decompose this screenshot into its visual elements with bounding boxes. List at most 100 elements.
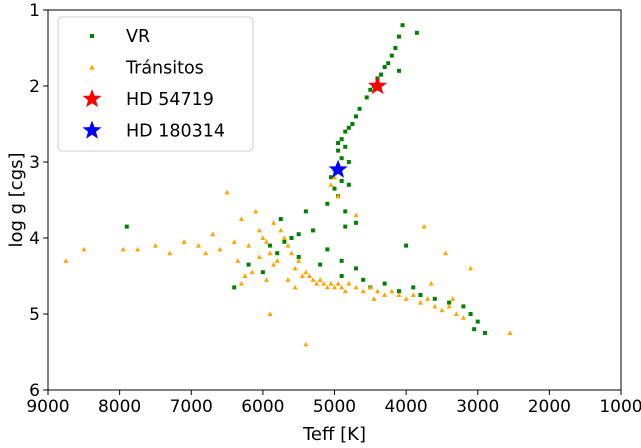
vr-point: [282, 239, 287, 244]
vr-point: [379, 72, 384, 77]
vr-point: [396, 289, 401, 294]
vr-point: [357, 106, 362, 111]
tr-nsitos-point: [450, 296, 456, 301]
vr-point: [353, 266, 358, 271]
vr-point: [364, 95, 369, 100]
tr-nsitos-point: [203, 250, 209, 256]
vr-point: [325, 247, 330, 252]
tr-nsitos-point: [235, 258, 241, 263]
vr-point: [346, 125, 351, 130]
legend-marker: [90, 34, 94, 38]
vr-point: [361, 277, 366, 282]
vr-point: [328, 175, 333, 180]
tr-nsitos-point: [332, 284, 337, 290]
x-tick-label: 4000: [384, 397, 427, 417]
vr-point: [232, 285, 237, 290]
tr-nsitos-point: [181, 239, 187, 244]
tr-nsitos-point: [396, 292, 402, 298]
tr-nsitos-point: [360, 288, 366, 294]
vr-point: [339, 258, 344, 263]
tr-nsitos-point: [267, 311, 273, 317]
tr-nsitos-point: [446, 303, 452, 309]
tr-nsitos-point: [238, 216, 244, 222]
tr-nsitos-point: [152, 242, 158, 248]
vr-point: [332, 186, 337, 191]
hd-54719-point: [368, 76, 387, 95]
tr-nsitos-point: [332, 174, 337, 180]
vr-point: [296, 232, 301, 237]
vr-point: [353, 114, 358, 119]
tr-nsitos-point: [195, 242, 201, 248]
vr-point: [268, 243, 273, 248]
tr-nsitos-point: [167, 250, 173, 256]
vr-point: [418, 293, 423, 297]
tr-nsitos-point: [256, 227, 262, 233]
vr-point: [400, 23, 405, 28]
tr-nsitos-point: [421, 223, 427, 229]
x-tick-label: 2000: [528, 397, 571, 417]
vr-point: [336, 148, 341, 153]
tr-nsitos-point: [285, 242, 291, 248]
tr-nsitos-point: [439, 307, 445, 313]
tr-nsitos-point: [231, 239, 237, 244]
tr-nsitos-point: [271, 220, 277, 225]
legend-marker: [89, 64, 95, 70]
tr-nsitos-point: [217, 246, 223, 252]
tr-nsitos-point: [324, 284, 330, 290]
tr-nsitos-point: [274, 258, 280, 263]
tr-nsitos-point: [328, 182, 334, 187]
tr-nsitos-point: [210, 231, 216, 237]
y-tick-label: 3: [29, 153, 40, 173]
vr-point: [275, 251, 280, 256]
legend-marker: [82, 89, 102, 108]
tr-nsitos-point: [63, 258, 69, 263]
y-tick-label: 1: [29, 1, 40, 21]
vr-point: [339, 156, 344, 161]
tr-nsitos-point: [267, 250, 273, 256]
vr-point: [336, 141, 341, 145]
tr-nsitos-point: [278, 227, 284, 233]
legend: VR Tránsitos HD 54719 HD 180314: [57, 16, 254, 152]
vr-point: [461, 304, 466, 309]
vr-point: [343, 129, 348, 134]
tr-nsitos-point: [281, 235, 287, 241]
vr-point: [339, 274, 344, 278]
vr-point: [475, 319, 480, 324]
vr-point: [278, 217, 283, 221]
tr-nsitos-point: [468, 265, 474, 271]
vr-point: [346, 182, 351, 187]
tr-nsitos-point: [246, 242, 252, 248]
tr-nsitos-point: [403, 296, 409, 301]
tr-nsitos-point: [367, 284, 373, 290]
vr-point: [472, 327, 477, 332]
vr-point: [432, 296, 437, 301]
vr-point: [468, 312, 473, 316]
x-tick-label: 8000: [98, 397, 141, 417]
vr-point: [260, 270, 265, 275]
tr-nsitos-point: [292, 265, 298, 271]
x-tick-label: 9000: [26, 397, 69, 417]
vr-point: [411, 285, 416, 290]
tr-nsitos-point: [353, 284, 359, 290]
tr-nsitos-point: [285, 277, 291, 282]
y-tick-label: 5: [29, 305, 40, 325]
vr-point: [318, 262, 323, 267]
tr-nsitos-point: [317, 277, 323, 282]
x-tick-label: 3000: [456, 397, 499, 417]
tr-nsitos-point: [353, 212, 359, 218]
tr-nsitos-point: [382, 292, 388, 298]
vr-point: [396, 68, 401, 73]
tr-nsitos-point: [314, 280, 320, 286]
tr-nsitos-point: [120, 246, 126, 252]
vr-point: [447, 300, 452, 305]
tr-nsitos-point: [303, 269, 309, 275]
tr-nsitos-point: [306, 273, 312, 279]
tr-nsitos-point: [263, 277, 269, 282]
vr-point: [389, 53, 394, 58]
tr-nsitos-point: [296, 258, 302, 263]
data-points: [63, 23, 513, 347]
tr-nsitos-point: [339, 284, 345, 290]
tr-nsitos-point: [81, 246, 87, 252]
vr-point: [414, 30, 419, 35]
tr-nsitos-point: [375, 288, 380, 294]
